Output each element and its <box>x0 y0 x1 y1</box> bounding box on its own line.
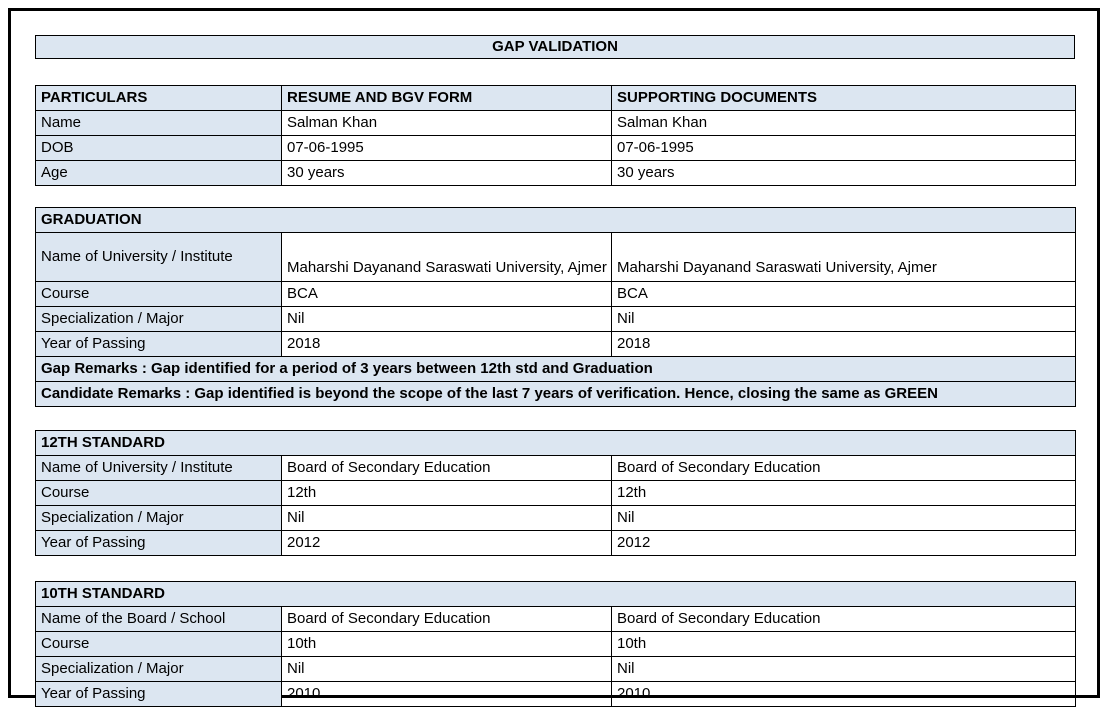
row-label-specialization: Specialization / Major <box>35 306 282 332</box>
row-label-university: Name of University / Institute <box>35 232 282 282</box>
row-label-specialization: Specialization / Major <box>35 656 282 682</box>
col-header-supporting-documents: SUPPORTING DOCUMENTS <box>611 85 1076 111</box>
specialization-resume-cell: Nil <box>281 306 612 332</box>
twelfth-section-title: 12TH STANDARD <box>34 430 1077 456</box>
year-resume-cell: 2010 <box>281 681 612 707</box>
table-row: Year of Passing 2012 2012 <box>35 530 1077 556</box>
row-label-name: Name <box>35 110 282 136</box>
age-supporting-cell: 30 years <box>611 160 1076 186</box>
university-resume-cell: Maharshi Dayanand Saraswati University, … <box>281 232 612 282</box>
age-resume-cell: 30 years <box>281 160 612 186</box>
graduation-table: GRADUATION Name of University / Institut… <box>34 207 1077 407</box>
specialization-resume-cell: Nil <box>281 505 612 531</box>
university-supporting-cell: Board of Secondary Education <box>610 455 1077 481</box>
table-row: Year of Passing 2010 2010 <box>35 681 1077 707</box>
row-label-year-of-passing: Year of Passing <box>35 530 282 556</box>
row-label-course: Course <box>35 480 282 506</box>
twelfth-standard-table: 12TH STANDARD Name of University / Insti… <box>34 430 1077 556</box>
dob-resume-cell: 07-06-1995 <box>281 135 612 161</box>
row-label-year-of-passing: Year of Passing <box>35 681 282 707</box>
tenth-section-title: 10TH STANDARD <box>34 581 1077 607</box>
table-row: Name of the Board / School Board of Seco… <box>35 606 1077 632</box>
twelfth-section-header-row: 12TH STANDARD <box>34 430 1077 456</box>
tenth-standard-table: 10TH STANDARD Name of the Board / School… <box>34 581 1077 707</box>
course-resume-cell: 12th <box>281 480 612 506</box>
year-resume-cell: 2012 <box>281 530 612 556</box>
course-resume-cell: BCA <box>281 281 612 307</box>
row-label-year-of-passing: Year of Passing <box>35 331 282 357</box>
name-supporting-cell: Salman Khan <box>611 110 1076 136</box>
candidate-remarks-row: Candidate Remarks : Gap identified is be… <box>34 381 1077 407</box>
particulars-table: PARTICULARS RESUME AND BGV FORM SUPPORTI… <box>35 85 1076 186</box>
table-row: Course BCA BCA <box>35 281 1077 307</box>
title-bar: GAP VALIDATION <box>35 35 1075 59</box>
col-header-particulars: PARTICULARS <box>35 85 282 111</box>
graduation-section-header-row: GRADUATION <box>34 207 1077 233</box>
year-supporting-cell: 2012 <box>610 530 1077 556</box>
table-row: Age 30 years 30 years <box>35 160 1076 186</box>
board-supporting-cell: Board of Secondary Education <box>610 606 1077 632</box>
university-resume-cell: Board of Secondary Education <box>281 455 612 481</box>
row-label-age: Age <box>35 160 282 186</box>
row-label-course: Course <box>35 281 282 307</box>
course-supporting-cell: 12th <box>610 480 1077 506</box>
specialization-supporting-cell: Nil <box>610 505 1077 531</box>
board-resume-cell: Board of Secondary Education <box>281 606 612 632</box>
name-resume-cell: Salman Khan <box>281 110 612 136</box>
table-row: Course 12th 12th <box>35 480 1077 506</box>
table-row: Course 10th 10th <box>35 631 1077 657</box>
gap-remarks-row: Gap Remarks : Gap identified for a perio… <box>34 356 1077 382</box>
year-supporting-cell: 2018 <box>610 331 1077 357</box>
specialization-supporting-cell: Nil <box>610 306 1077 332</box>
row-label-university: Name of University / Institute <box>35 455 282 481</box>
particulars-header-row: PARTICULARS RESUME AND BGV FORM SUPPORTI… <box>35 85 1076 111</box>
candidate-remarks-text: Candidate Remarks : Gap identified is be… <box>34 381 1077 407</box>
table-row: Specialization / Major Nil Nil <box>35 306 1077 332</box>
course-resume-cell: 10th <box>281 631 612 657</box>
tenth-section-header-row: 10TH STANDARD <box>34 581 1077 607</box>
row-label-board-school: Name of the Board / School <box>35 606 282 632</box>
table-row: DOB 07-06-1995 07-06-1995 <box>35 135 1076 161</box>
course-supporting-cell: BCA <box>610 281 1077 307</box>
specialization-resume-cell: Nil <box>281 656 612 682</box>
university-supporting-cell: Maharshi Dayanand Saraswati University, … <box>610 232 1077 282</box>
table-row: Name Salman Khan Salman Khan <box>35 110 1076 136</box>
table-row: Name of University / Institute Maharshi … <box>35 232 1077 282</box>
gap-remarks-text: Gap Remarks : Gap identified for a perio… <box>34 356 1077 382</box>
col-header-resume-bgv-form: RESUME AND BGV FORM <box>281 85 612 111</box>
graduation-section-title: GRADUATION <box>34 207 1077 233</box>
specialization-supporting-cell: Nil <box>610 656 1077 682</box>
table-row: Specialization / Major Nil Nil <box>35 656 1077 682</box>
table-row: Name of University / Institute Board of … <box>35 455 1077 481</box>
row-label-course: Course <box>35 631 282 657</box>
course-supporting-cell: 10th <box>610 631 1077 657</box>
table-row: Specialization / Major Nil Nil <box>35 505 1077 531</box>
row-label-dob: DOB <box>35 135 282 161</box>
year-resume-cell: 2018 <box>281 331 612 357</box>
row-label-specialization: Specialization / Major <box>35 505 282 531</box>
page-title: GAP VALIDATION <box>492 38 618 55</box>
year-supporting-cell: 2010 <box>610 681 1077 707</box>
table-row: Year of Passing 2018 2018 <box>35 331 1077 357</box>
gap-validation-document: GAP VALIDATION PARTICULARS RESUME AND BG… <box>34 35 1077 707</box>
dob-supporting-cell: 07-06-1995 <box>611 135 1076 161</box>
